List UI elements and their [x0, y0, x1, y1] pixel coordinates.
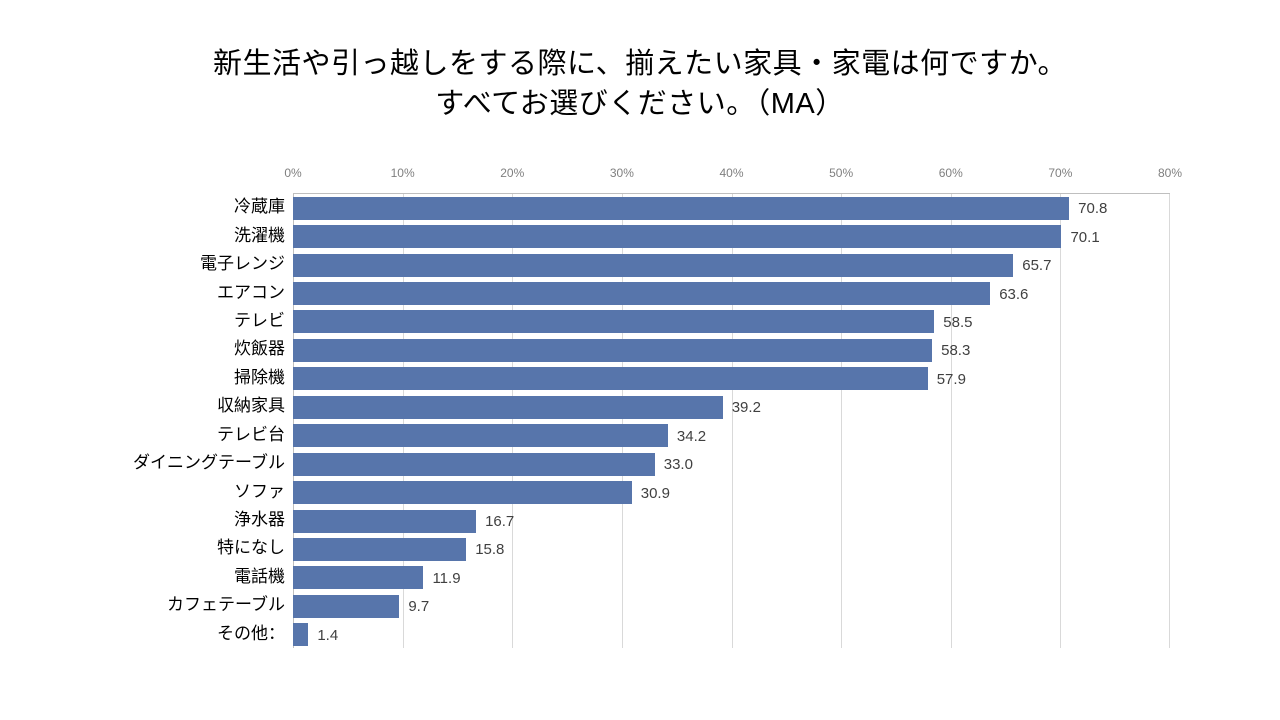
value-label: 58.3 [941, 342, 971, 360]
gridline [841, 194, 843, 648]
category-label: エアコン [217, 282, 285, 302]
category-axis: 冷蔵庫洗濯機電子レンジエアコンテレビ炊飯器掃除機収納家具テレビ台ダイニングテーブ… [0, 193, 285, 648]
category-label: テレビ台 [217, 424, 285, 444]
bar-row: 70.1 [293, 222, 1170, 250]
bar-4 [293, 282, 991, 306]
value-label: 39.2 [731, 399, 761, 417]
bar-row: 9.7 [293, 592, 1170, 620]
plot-area: 0% 10% 20% 30% 40% 50% 60% 70% 80% 70.8 70.1 65.7 63… [284, 166, 1182, 649]
bar-16 [293, 623, 309, 647]
bar-3 [293, 253, 1014, 277]
value-label: 70.1 [1070, 228, 1100, 246]
gridline [293, 194, 294, 648]
value-label: 33.0 [663, 456, 693, 474]
bar-row: 15.8 [293, 535, 1170, 563]
category-label: 電子レンジ [200, 254, 285, 274]
bar-13 [293, 537, 467, 561]
bar-9 [293, 424, 668, 448]
axis-tick-label: 80% [1157, 166, 1183, 180]
value-label: 57.9 [936, 370, 966, 388]
bar-row: 39.2 [293, 393, 1170, 421]
value-label: 30.9 [640, 484, 670, 502]
category-label: テレビ [234, 310, 285, 330]
axis-tick-label: 0% [284, 166, 302, 180]
value-label: 58.5 [943, 313, 973, 331]
gridline [1169, 194, 1170, 648]
category-label: その他： [217, 623, 285, 643]
value-label: 11.9 [432, 569, 461, 587]
axis-tick-label: 40% [719, 166, 744, 180]
bar-row: 57.9 [293, 365, 1170, 393]
chart-title-line-1: 新生活や引っ越しをする際に、揃えたい家具・家電は何ですか。 [212, 48, 1068, 80]
bar-5 [293, 310, 935, 334]
bar-row: 58.5 [293, 308, 1170, 336]
category-label: 掃除機 [234, 367, 285, 387]
category-label: 特になし [217, 538, 285, 558]
bar-row: 33.0 [293, 450, 1170, 478]
value-label: 65.7 [1022, 257, 1052, 275]
bar-row: 11.9 [293, 564, 1170, 592]
chart-title: 新生活や引っ越しをする際に、揃えたい家具・家電は何ですか。 すべてお選びください… [0, 44, 1280, 124]
bar-1 [293, 196, 1070, 220]
category-label: 炊飯器 [234, 339, 285, 359]
value-label: 34.2 [676, 427, 707, 445]
axis-tick-label: 70% [1048, 166, 1073, 180]
axis-tick-label: 30% [609, 166, 634, 180]
bar-11 [293, 481, 632, 505]
bar-15 [293, 594, 400, 618]
axis-tick-label: 20% [500, 166, 525, 180]
bar-12 [293, 509, 477, 533]
bar-row: 1.4 [293, 621, 1170, 649]
category-label: ソファ [234, 481, 285, 501]
category-label: 浄水器 [234, 510, 285, 530]
bar-6 [293, 338, 933, 362]
gridline [950, 194, 952, 648]
axis-tick-label: 10% [390, 166, 415, 180]
axis-tick-label: 50% [829, 166, 854, 180]
value-label: 63.6 [999, 285, 1029, 303]
bar-row: 58.3 [293, 336, 1170, 364]
bar-row: 65.7 [293, 251, 1170, 279]
bar-2 [293, 225, 1062, 249]
bar-14 [293, 566, 424, 590]
bar-row: 34.2 [293, 422, 1170, 450]
value-label: 1.4 [317, 626, 339, 644]
category-label: 電話機 [234, 566, 285, 586]
bar-7 [293, 367, 928, 391]
bar-row: 70.8 [293, 194, 1170, 222]
chart-title-line-2: すべてお選びください。（MA） [435, 88, 845, 120]
category-label: カフェテーブル [167, 595, 285, 615]
bar-8 [293, 395, 723, 419]
value-label: 15.8 [475, 541, 505, 559]
value-label: 9.7 [408, 598, 430, 616]
gridline [512, 194, 514, 648]
bar-10 [293, 452, 655, 476]
category-label: 収納家具 [217, 396, 285, 416]
gridline [731, 194, 733, 648]
gridline [402, 194, 404, 648]
bar-row: 16.7 [293, 507, 1170, 535]
value-label: 70.8 [1078, 200, 1108, 218]
bar-row: 30.9 [293, 478, 1170, 506]
axis-tick-label: 60% [938, 166, 963, 180]
category-label: 冷蔵庫 [234, 197, 285, 217]
gridline [1060, 194, 1062, 648]
value-label: 16.7 [485, 513, 515, 531]
category-label: ダイニングテーブル [133, 453, 285, 473]
category-label: 洗濯機 [234, 225, 285, 245]
bar-row: 63.6 [293, 279, 1170, 307]
gridline [621, 194, 623, 648]
